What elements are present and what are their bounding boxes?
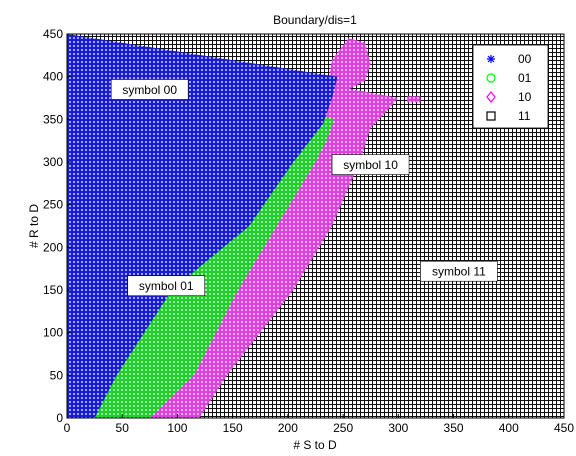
y-tick-label: 350 <box>43 112 63 126</box>
x-tick-label: 200 <box>278 421 298 435</box>
y-axis-label: # R to D <box>27 204 41 248</box>
y-tick-label: 300 <box>43 155 63 169</box>
y-tick-label: 400 <box>43 70 63 84</box>
annotation-2: symbol 10 <box>331 154 410 175</box>
annotation-label: symbol 11 <box>432 265 486 279</box>
region-10-top-blob <box>326 38 371 94</box>
plot-frame <box>66 33 565 419</box>
x-tick-label: 150 <box>223 421 243 435</box>
legend-item-01: 01 <box>486 71 532 85</box>
y-tick-label: 100 <box>43 326 63 340</box>
legend-label: 00 <box>518 52 532 66</box>
y-axis-ticks: 0 50 100 150 200 250 300 350 400 450 <box>43 27 71 425</box>
circle-marker-icon <box>486 73 496 83</box>
legend-item-00: 00 <box>487 52 532 66</box>
x-tick-label: 400 <box>499 421 519 435</box>
annotation-3: symbol 11 <box>420 260 498 282</box>
y-tick-label: 450 <box>43 27 63 41</box>
legend-item-11: 11 <box>486 109 531 123</box>
region-10-small-blob <box>407 96 421 103</box>
x-tick-label: 350 <box>444 421 464 435</box>
x-tick-label: 100 <box>167 421 187 435</box>
x-tick-label: 450 <box>554 421 574 435</box>
x-tick-label: 250 <box>333 421 353 435</box>
annotation-0: symbol 00 <box>110 79 189 100</box>
annotation-label: symbol 00 <box>122 83 177 97</box>
annotation-label: symbol 10 <box>343 158 398 172</box>
y-tick-label: 150 <box>43 283 63 297</box>
annotation-box <box>420 260 498 282</box>
star-marker-icon <box>487 55 495 63</box>
x-tick-label: 0 <box>64 421 71 435</box>
legend-label: 10 <box>518 90 532 104</box>
x-axis-label: # S to D <box>293 438 337 452</box>
legend-label: 01 <box>518 71 532 85</box>
y-tick-label: 50 <box>50 368 64 382</box>
x-axis-ticks: 0 50 100 150 200 250 300 350 400 450 <box>64 414 574 435</box>
x-tick-label: 50 <box>116 421 130 435</box>
annotation-box <box>127 275 206 297</box>
legend-item-10: 10 <box>486 90 532 104</box>
legend-box <box>472 44 549 129</box>
diamond-marker-icon <box>486 91 496 103</box>
legend-label: 11 <box>518 109 531 123</box>
square-marker-icon <box>486 111 496 121</box>
annotation-box <box>110 79 189 100</box>
annotation-label: symbol 01 <box>139 279 194 293</box>
y-tick-label: 0 <box>56 411 63 425</box>
annotation-box <box>331 154 410 175</box>
x-tick-label: 300 <box>388 421 408 435</box>
y-tick-label: 200 <box>43 240 63 254</box>
annotation-1: symbol 01 <box>127 275 206 297</box>
chart-title: Boundary/dis=1 <box>273 13 357 27</box>
legend: 00 01 10 11 <box>472 44 549 129</box>
region-00 <box>67 34 338 418</box>
region-annotations: symbol 00 symbol 01 symbol 10 symbol 11 <box>110 79 498 297</box>
y-tick-label: 250 <box>43 198 63 212</box>
